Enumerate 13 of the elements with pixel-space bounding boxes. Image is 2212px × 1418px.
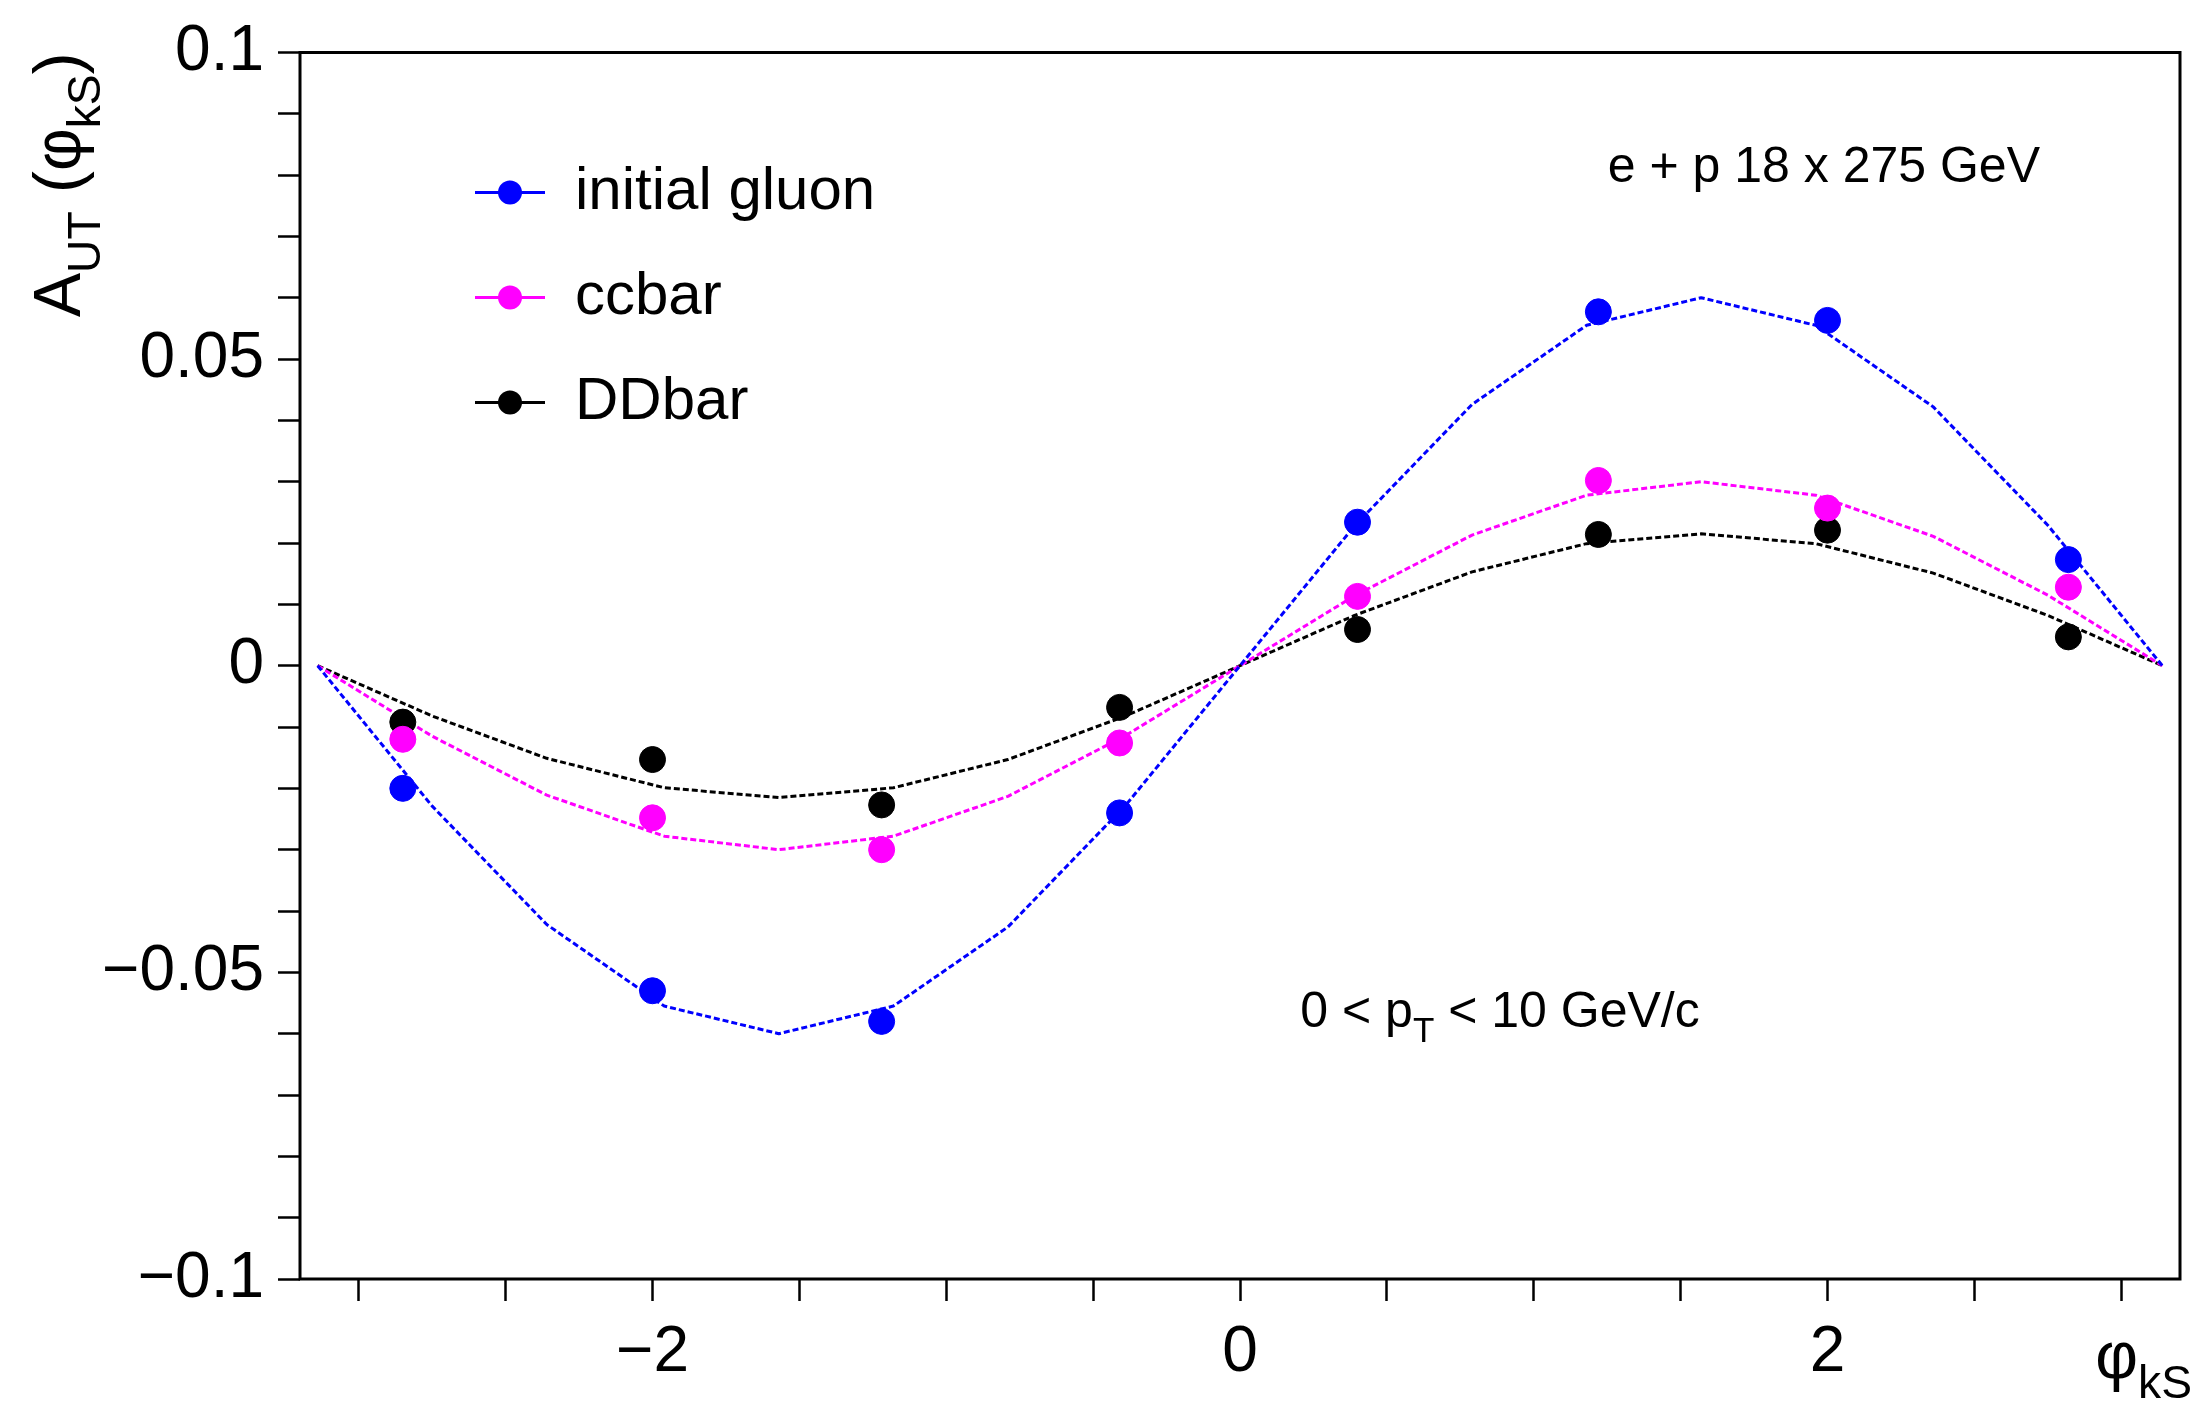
y-axis-title: AUT (φkS) xyxy=(20,52,110,317)
x-tick-label: −2 xyxy=(616,1313,689,1386)
y-tick-label: 0 xyxy=(228,625,264,698)
y-tick-label: −0.05 xyxy=(102,931,264,1004)
x-tick-label: 2 xyxy=(1809,1313,1846,1386)
x-tick-label: 0 xyxy=(1222,1313,1258,1386)
legend-label: initial gluon xyxy=(575,154,876,222)
legend-label: DDbar xyxy=(575,364,749,432)
y-tick-label: 0.1 xyxy=(175,12,264,85)
annotation: e + p 18 x 275 GeV xyxy=(1607,137,2041,194)
legend-label: ccbar xyxy=(575,259,722,327)
y-tick-label: −0.1 xyxy=(137,1238,264,1311)
y-tick-label: 0.05 xyxy=(139,318,264,391)
